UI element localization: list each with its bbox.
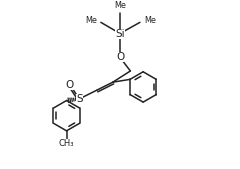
Text: Me: Me xyxy=(144,16,156,25)
Text: CH₃: CH₃ xyxy=(59,139,74,148)
Text: O: O xyxy=(116,52,124,62)
Text: Si: Si xyxy=(115,29,125,39)
Text: S: S xyxy=(76,94,83,104)
Text: Me: Me xyxy=(114,1,126,10)
Text: O: O xyxy=(65,80,73,90)
Text: Me: Me xyxy=(85,16,97,25)
